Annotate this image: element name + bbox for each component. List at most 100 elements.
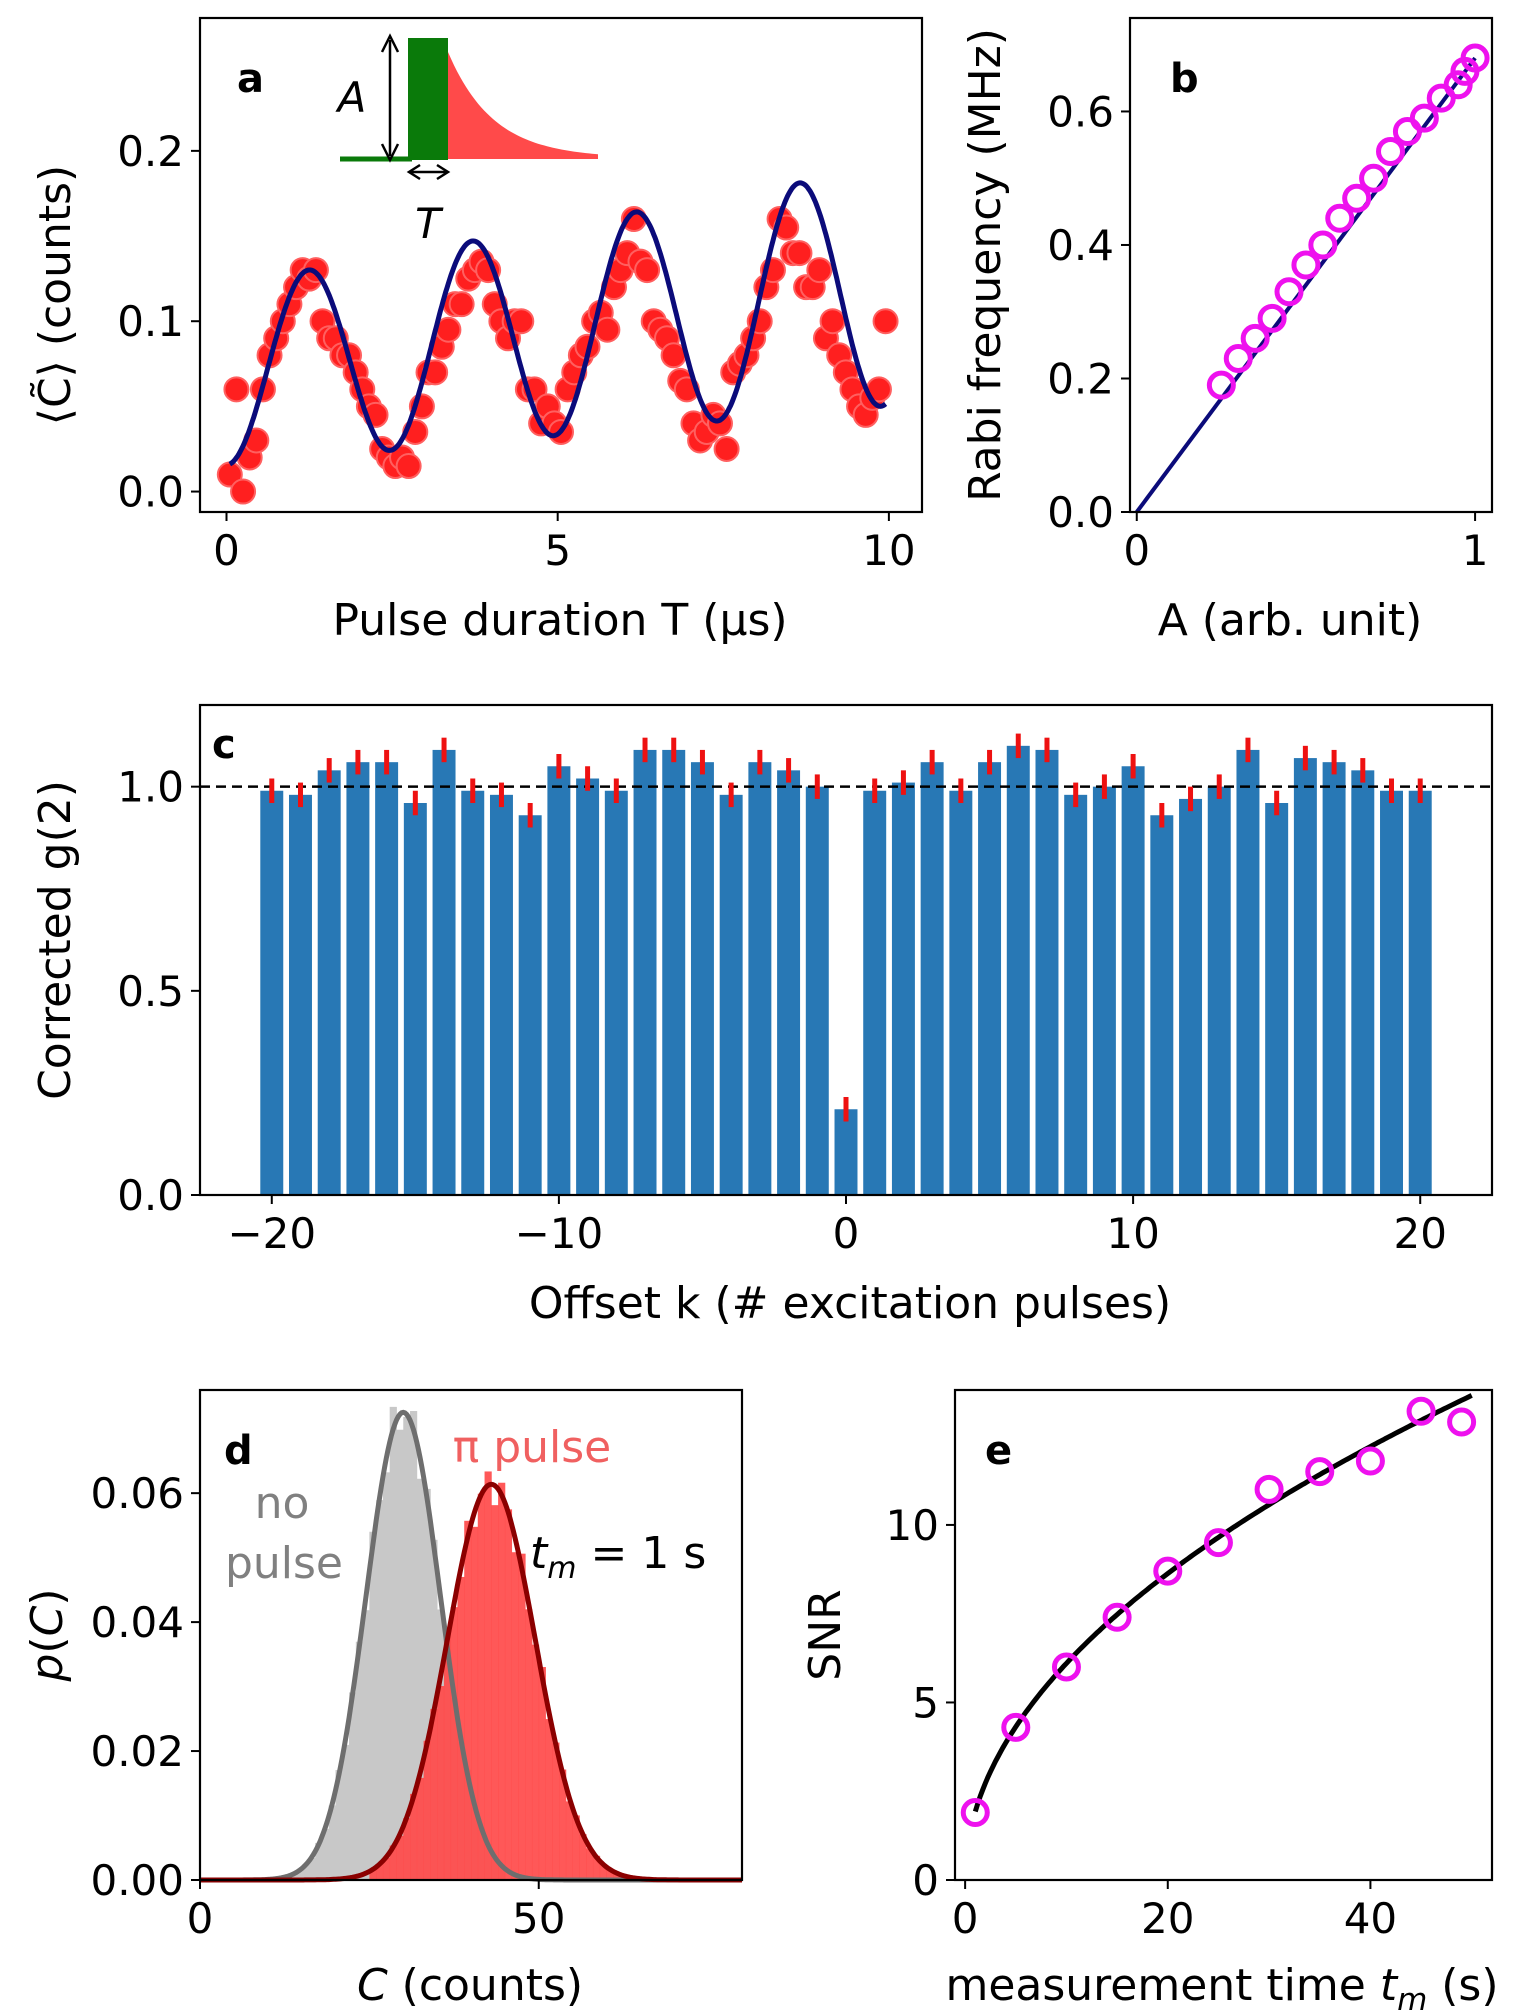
data-point xyxy=(819,308,846,335)
x-tick-label: 0 xyxy=(833,1209,860,1258)
bar xyxy=(346,762,370,1195)
y-tick-label: 0.5 xyxy=(117,967,184,1016)
panel-c-label: c xyxy=(212,722,236,768)
bar xyxy=(978,762,1002,1195)
x-tick-label: 50 xyxy=(512,1894,565,1943)
data-point xyxy=(786,240,813,267)
data-point xyxy=(1305,1457,1335,1487)
data-point xyxy=(1355,1446,1385,1476)
no-pulse-histogram-bar xyxy=(382,1472,391,1880)
x-tick-label: 20 xyxy=(1393,1209,1446,1258)
no-pulse-histogram-bar xyxy=(294,1870,303,1880)
measurement-time-annotation: tm = 1 s xyxy=(530,1528,706,1586)
pi-pulse-histogram-bar xyxy=(531,1644,540,1880)
no-pulse-annotation-line2: pulse xyxy=(225,1538,343,1589)
bar xyxy=(1121,766,1145,1195)
pi-pulse-histogram-bar xyxy=(376,1864,384,1880)
panel-e-label: e xyxy=(985,1428,1012,1474)
no-pulse-histogram-bar xyxy=(308,1857,316,1880)
y-tick-label: 10 xyxy=(886,1501,939,1550)
no-pulse-histogram-bar xyxy=(362,1610,370,1880)
panel-b-frame xyxy=(1128,16,1494,514)
bar xyxy=(317,770,341,1195)
data-point xyxy=(448,291,475,318)
no-pulse-histogram-bar xyxy=(376,1500,384,1880)
bar xyxy=(1006,745,1030,1195)
panel-c-y-axis-label: Corrected g(2) xyxy=(30,780,81,1100)
data-point xyxy=(872,308,899,335)
no-pulse-histogram-bar xyxy=(321,1828,330,1880)
y-tick-label: 0.1 xyxy=(117,297,184,346)
bar xyxy=(289,794,312,1195)
no-pulse-histogram-bar xyxy=(416,1478,424,1880)
bar xyxy=(1322,762,1346,1195)
x-tick-label: 10 xyxy=(1106,1209,1159,1258)
data-point xyxy=(1240,323,1270,353)
panel-c-chart: c −20 −10 0 10 20 0.0 0.5 1.0 Offset k (# exci… xyxy=(30,703,1494,1329)
bar xyxy=(1035,749,1059,1195)
no-pulse-histogram-bar xyxy=(335,1770,343,1880)
panel-a-x-axis-label: Pulse duration T (µs) xyxy=(332,595,787,646)
no-pulse-histogram-bar xyxy=(349,1692,357,1880)
panel-b-y-axis-label: Rabi frequency (MHz) xyxy=(960,28,1011,502)
data-point xyxy=(1257,303,1287,333)
data-point xyxy=(230,478,257,505)
no-pulse-histogram-bar xyxy=(355,1641,363,1880)
pi-pulse-histogram-bar xyxy=(403,1818,411,1880)
pi-pulse-histogram-bar xyxy=(437,1686,445,1880)
pi-pulse-histogram-bar xyxy=(504,1509,513,1880)
pi-pulse-histogram-bar xyxy=(552,1742,560,1880)
y-tick-label: 0.00 xyxy=(90,1856,184,1905)
panel-d-frame xyxy=(198,1388,744,1882)
panel-a-frame xyxy=(198,16,924,514)
no-pulse-annotation-line1: no xyxy=(255,1478,310,1529)
inset-decay-shape xyxy=(448,52,598,159)
bar xyxy=(1150,815,1174,1195)
pi-pulse-histogram-bar xyxy=(606,1869,614,1880)
pi-pulse-histogram-bar xyxy=(410,1793,418,1880)
x-tick-label: 1 xyxy=(1462,526,1489,575)
pulse-sequence-inset: A T xyxy=(335,33,598,248)
data-point xyxy=(1102,1602,1132,1632)
y-tick-label: 0.06 xyxy=(90,1469,184,1518)
pi-pulse-histogram-bar xyxy=(559,1769,567,1880)
bar xyxy=(518,815,542,1195)
no-pulse-histogram-bar xyxy=(315,1842,323,1880)
panel-d-chart: d no pulse π pulse tm = 1 s 0 50 0.00 0.02… xyxy=(22,1388,744,2011)
data-point xyxy=(1001,1712,1031,1742)
bar xyxy=(748,762,772,1195)
pi-pulse-histogram-bar xyxy=(430,1708,438,1880)
x-tick-label: 0 xyxy=(213,526,240,575)
pi-pulse-histogram-bar xyxy=(443,1629,452,1880)
bar xyxy=(1092,786,1116,1195)
data-point xyxy=(1223,343,1253,373)
x-tick-label: 10 xyxy=(862,526,915,575)
data-point xyxy=(1460,43,1490,73)
bar xyxy=(719,794,743,1195)
y-tick-label: 0.0 xyxy=(117,468,184,517)
data-point xyxy=(706,410,733,437)
pi-pulse-histogram-bar xyxy=(538,1667,546,1880)
pi-pulse-histogram-bar xyxy=(518,1553,526,1880)
no-pulse-histogram-bar xyxy=(396,1429,404,1880)
x-tick-label: 20 xyxy=(1141,1894,1194,1943)
panel-a-chart: A T a 0 5 10 0.0 0.1 0.2 Pulse duration T (µ… xyxy=(28,16,924,646)
data-point xyxy=(1274,277,1304,307)
data-point xyxy=(634,257,661,284)
bar xyxy=(1265,803,1289,1195)
data-point xyxy=(960,1798,990,1828)
pi-pulse-histogram-bar xyxy=(389,1845,397,1880)
pi-pulse-histogram-bar xyxy=(450,1607,458,1880)
pi-pulse-histogram-bar xyxy=(545,1719,553,1880)
bar xyxy=(461,790,485,1195)
bar xyxy=(1293,758,1317,1195)
data-point xyxy=(713,435,740,462)
data-point xyxy=(1342,183,1372,213)
pi-pulse-histogram-bar xyxy=(565,1801,574,1880)
panel-d-x-axis-label: C (counts) xyxy=(357,1960,583,2011)
pi-pulse-histogram-bar xyxy=(592,1855,601,1880)
bar xyxy=(690,762,714,1195)
inset-amplitude-label: A xyxy=(335,73,367,122)
no-pulse-histogram-bar xyxy=(342,1744,350,1880)
bar xyxy=(489,794,513,1195)
